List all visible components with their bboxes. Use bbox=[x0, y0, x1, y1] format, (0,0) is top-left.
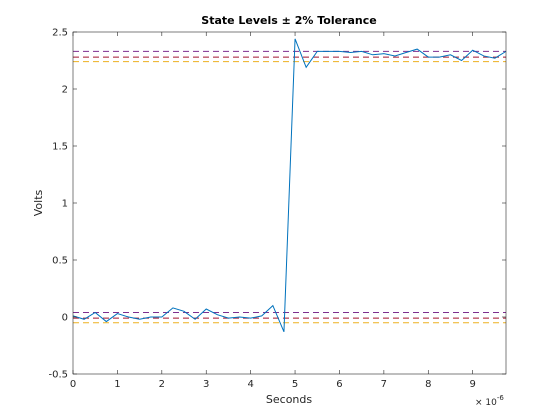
x-tick-label: 6 bbox=[336, 379, 342, 390]
y-tick-label: 0 bbox=[62, 313, 68, 324]
x-tick-label: 7 bbox=[381, 379, 387, 390]
y-tick-label: 1.5 bbox=[52, 142, 68, 153]
x-tick-label: 5 bbox=[292, 379, 298, 390]
y-axis: -0.5 0 0.5 1 1.5 2 2.5 bbox=[48, 28, 506, 381]
x-axis-label: Seconds bbox=[266, 393, 312, 406]
series-layer bbox=[72, 38, 507, 333]
y-tick-label: 1 bbox=[62, 199, 68, 210]
x-exponent-power: -6 bbox=[497, 394, 505, 402]
x-tick-label: 0 bbox=[70, 379, 76, 390]
x-tick-label: 2 bbox=[159, 379, 165, 390]
chart-title: State Levels ± 2% Tolerance bbox=[201, 14, 376, 27]
x-tick-label: 4 bbox=[247, 379, 253, 390]
x-axis: 0 1 2 3 4 5 6 7 8 9 bbox=[70, 32, 476, 390]
y-axis-label: Volts bbox=[32, 189, 45, 216]
plot-background bbox=[73, 32, 506, 374]
y-tick-label: 2.5 bbox=[52, 28, 68, 39]
x-exponent-base: × 10 bbox=[475, 398, 497, 408]
y-tick-label: 2 bbox=[62, 85, 68, 96]
x-tick-label: 3 bbox=[203, 379, 209, 390]
y-tick-label: 0.5 bbox=[52, 256, 68, 267]
x-exponent-label: × 10-6 bbox=[475, 394, 504, 408]
series-line-0 bbox=[72, 38, 507, 333]
x-tick-label: 1 bbox=[114, 379, 120, 390]
y-tick-label: -0.5 bbox=[48, 370, 68, 381]
x-tick-label: 8 bbox=[425, 379, 431, 390]
x-tick-label: 9 bbox=[470, 379, 476, 390]
